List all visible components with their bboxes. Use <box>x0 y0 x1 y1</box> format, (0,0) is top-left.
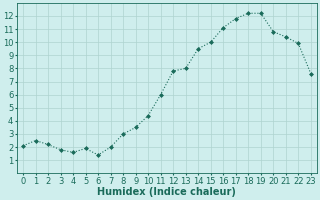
X-axis label: Humidex (Indice chaleur): Humidex (Indice chaleur) <box>98 187 236 197</box>
